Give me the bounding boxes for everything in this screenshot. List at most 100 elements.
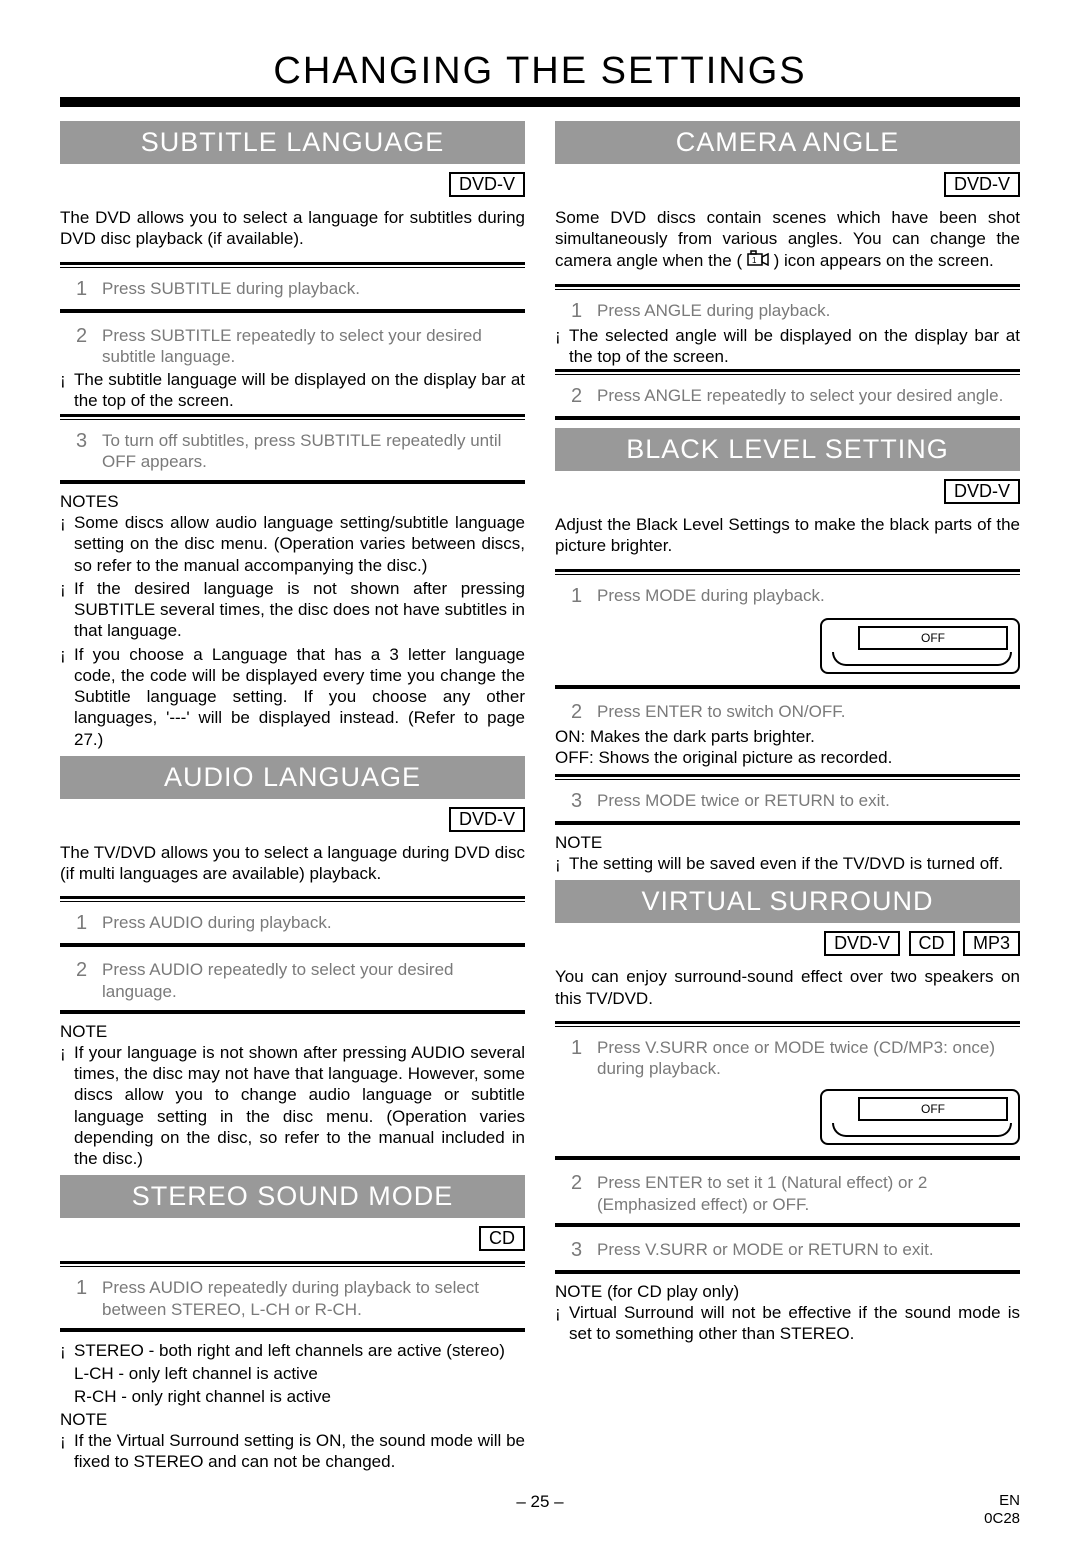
footer-en: EN	[984, 1492, 1020, 1510]
rule	[60, 262, 525, 265]
bullet-icon: ¡	[60, 578, 74, 642]
svg-text:1: 1	[752, 256, 757, 265]
rule	[60, 1266, 525, 1267]
bullet-text: Virtual Surround will not be effective i…	[569, 1302, 1020, 1345]
step-text: Press V.SURR once or MODE twice (CD/MP3:…	[597, 1037, 1020, 1080]
vsurr-section: VIRTUAL SURROUND DVD-V CD MP3 You can en…	[555, 880, 1020, 1344]
black-header: BLACK LEVEL SETTING	[555, 428, 1020, 471]
note-label: NOTE	[555, 833, 1020, 853]
subtitle-note-1: ¡ Some discs allow audio language settin…	[60, 512, 525, 576]
camera-angle-icon: 1	[747, 250, 769, 271]
osd-box: OFF	[820, 618, 1020, 674]
rule	[555, 1157, 1020, 1160]
step-text: Press ENTER to switch ON/OFF.	[597, 701, 1020, 724]
camera-step-1: 1 Press ANGLE during playback.	[555, 296, 1020, 325]
osd-display: OFF	[555, 1089, 1020, 1150]
rule	[60, 1261, 525, 1264]
step-num: 3	[571, 1239, 597, 1262]
stereo-step-1: 1 Press AUDIO repeatedly during playback…	[60, 1273, 525, 1322]
subtitle-step-1: 1 Press SUBTITLE during playback.	[60, 274, 525, 303]
stereo-section: STEREO SOUND MODE CD 1 Press AUDIO repea…	[60, 1175, 525, 1472]
subtitle-step-3: 3 To turn off subtitles, press SUBTITLE …	[60, 426, 525, 475]
audio-step-2: 2 Press AUDIO repeatedly to select your …	[60, 955, 525, 1004]
black-step-2: 2 Press ENTER to switch ON/OFF.	[555, 697, 1020, 726]
rule	[60, 267, 525, 268]
rule	[555, 686, 1020, 689]
bullet-icon: ¡	[60, 1042, 74, 1170]
bullet-text: If your language is not shown after pres…	[74, 1042, 525, 1170]
rule	[555, 574, 1020, 575]
black-intro: Adjust the Black Level Settings to make …	[555, 514, 1020, 557]
camera-intro-b: ) icon appears on the screen.	[774, 251, 994, 270]
bullet-text: Some discs allow audio language setting/…	[74, 512, 525, 576]
step-num: 1	[76, 1277, 102, 1320]
osd-value: OFF	[858, 1097, 1008, 1121]
step-text: Press SUBTITLE during playback.	[102, 278, 525, 301]
black-note-1: ¡ The setting will be saved even if the …	[555, 853, 1020, 874]
black-level-section: BLACK LEVEL SETTING DVD-V Adjust the Bla…	[555, 428, 1020, 874]
dvdv-badge: DVD-V	[944, 172, 1020, 197]
step-text: Press ANGLE repeatedly to select your de…	[597, 385, 1020, 408]
note-label: NOTE	[60, 1022, 525, 1042]
bullet-icon: ¡	[555, 325, 569, 368]
camera-section: CAMERA ANGLE DVD-V Some DVD discs contai…	[555, 121, 1020, 420]
subtitle-header: SUBTITLE LANGUAGE	[60, 121, 525, 164]
osd-curve	[832, 652, 1012, 666]
main-title: CHANGING THE SETTINGS	[60, 50, 1020, 93]
camera-step-2: 2 Press ANGLE repeatedly to select your …	[555, 381, 1020, 410]
black-badge-row: DVD-V	[555, 479, 1020, 504]
subtitle-note-2: ¡ If the desired language is not shown a…	[60, 578, 525, 642]
footer-right: EN 0C28	[984, 1492, 1020, 1528]
rule	[60, 419, 525, 420]
black-on-line: ON: Makes the dark parts brighter.	[555, 726, 1020, 747]
black-step-3: 3 Press MODE twice or RETURN to exit.	[555, 786, 1020, 815]
cd-badge: CD	[479, 1226, 525, 1251]
rule	[60, 1011, 525, 1014]
bullet-icon: ¡	[555, 853, 569, 874]
rule	[555, 774, 1020, 777]
rule	[555, 569, 1020, 572]
step-text: Press MODE during playback.	[597, 585, 1020, 608]
step-num: 2	[76, 325, 102, 368]
rule	[60, 901, 525, 902]
bullet-text: If the desired language is not shown aft…	[74, 578, 525, 642]
step-num: 3	[76, 430, 102, 473]
note-label: NOTE (for CD play only)	[555, 1282, 1020, 1302]
step-num: 1	[76, 912, 102, 935]
bullet-text: The setting will be saved even if the TV…	[569, 853, 1020, 874]
dvdv-badge: DVD-V	[449, 172, 525, 197]
stereo-note-1: ¡ If the Virtual Surround setting is ON,…	[60, 1430, 525, 1473]
left-column: SUBTITLE LANGUAGE DVD-V The DVD allows y…	[60, 121, 525, 1474]
subtitle-intro: The DVD allows you to select a language …	[60, 207, 525, 250]
content-columns: SUBTITLE LANGUAGE DVD-V The DVD allows y…	[60, 121, 1020, 1474]
camera-header: CAMERA ANGLE	[555, 121, 1020, 164]
step-text: Press SUBTITLE repeatedly to select your…	[102, 325, 525, 368]
osd-curve	[832, 1123, 1012, 1137]
subtitle-language-section: SUBTITLE LANGUAGE DVD-V The DVD allows y…	[60, 121, 525, 750]
stereo-badge-row: CD	[60, 1226, 525, 1251]
step-num: 1	[571, 300, 597, 323]
vsurr-step-2: 2 Press ENTER to set it 1 (Natural effec…	[555, 1168, 1020, 1217]
stereo-rch: R-CH - only right channel is active	[74, 1386, 525, 1407]
step-text: Press AUDIO repeatedly to select your de…	[102, 959, 525, 1002]
vsurr-step-1: 1 Press V.SURR once or MODE twice (CD/MP…	[555, 1033, 1020, 1082]
audio-intro: The TV/DVD allows you to select a langua…	[60, 842, 525, 885]
step-text: Press AUDIO during playback.	[102, 912, 525, 935]
step-num: 2	[571, 385, 597, 408]
stereo-header: STEREO SOUND MODE	[60, 1175, 525, 1218]
rule	[555, 1026, 1020, 1027]
rule	[555, 1224, 1020, 1227]
step-num: 1	[76, 278, 102, 301]
step-text: Press V.SURR or MODE or RETURN to exit.	[597, 1239, 1020, 1262]
step-num: 2	[76, 959, 102, 1002]
vsurr-badge-row: DVD-V CD MP3	[555, 931, 1020, 956]
bullet-text: The subtitle language will be displayed …	[74, 369, 525, 412]
audio-step-1: 1 Press AUDIO during playback.	[60, 908, 525, 937]
rule	[60, 310, 525, 313]
step-text: To turn off subtitles, press SUBTITLE re…	[102, 430, 525, 473]
rule	[60, 896, 525, 899]
step-text: Press AUDIO repeatedly during playback t…	[102, 1277, 525, 1320]
dvdv-badge: DVD-V	[449, 807, 525, 832]
bullet-text: If you choose a Language that has a 3 le…	[74, 644, 525, 750]
audio-note-1: ¡ If your language is not shown after pr…	[60, 1042, 525, 1170]
